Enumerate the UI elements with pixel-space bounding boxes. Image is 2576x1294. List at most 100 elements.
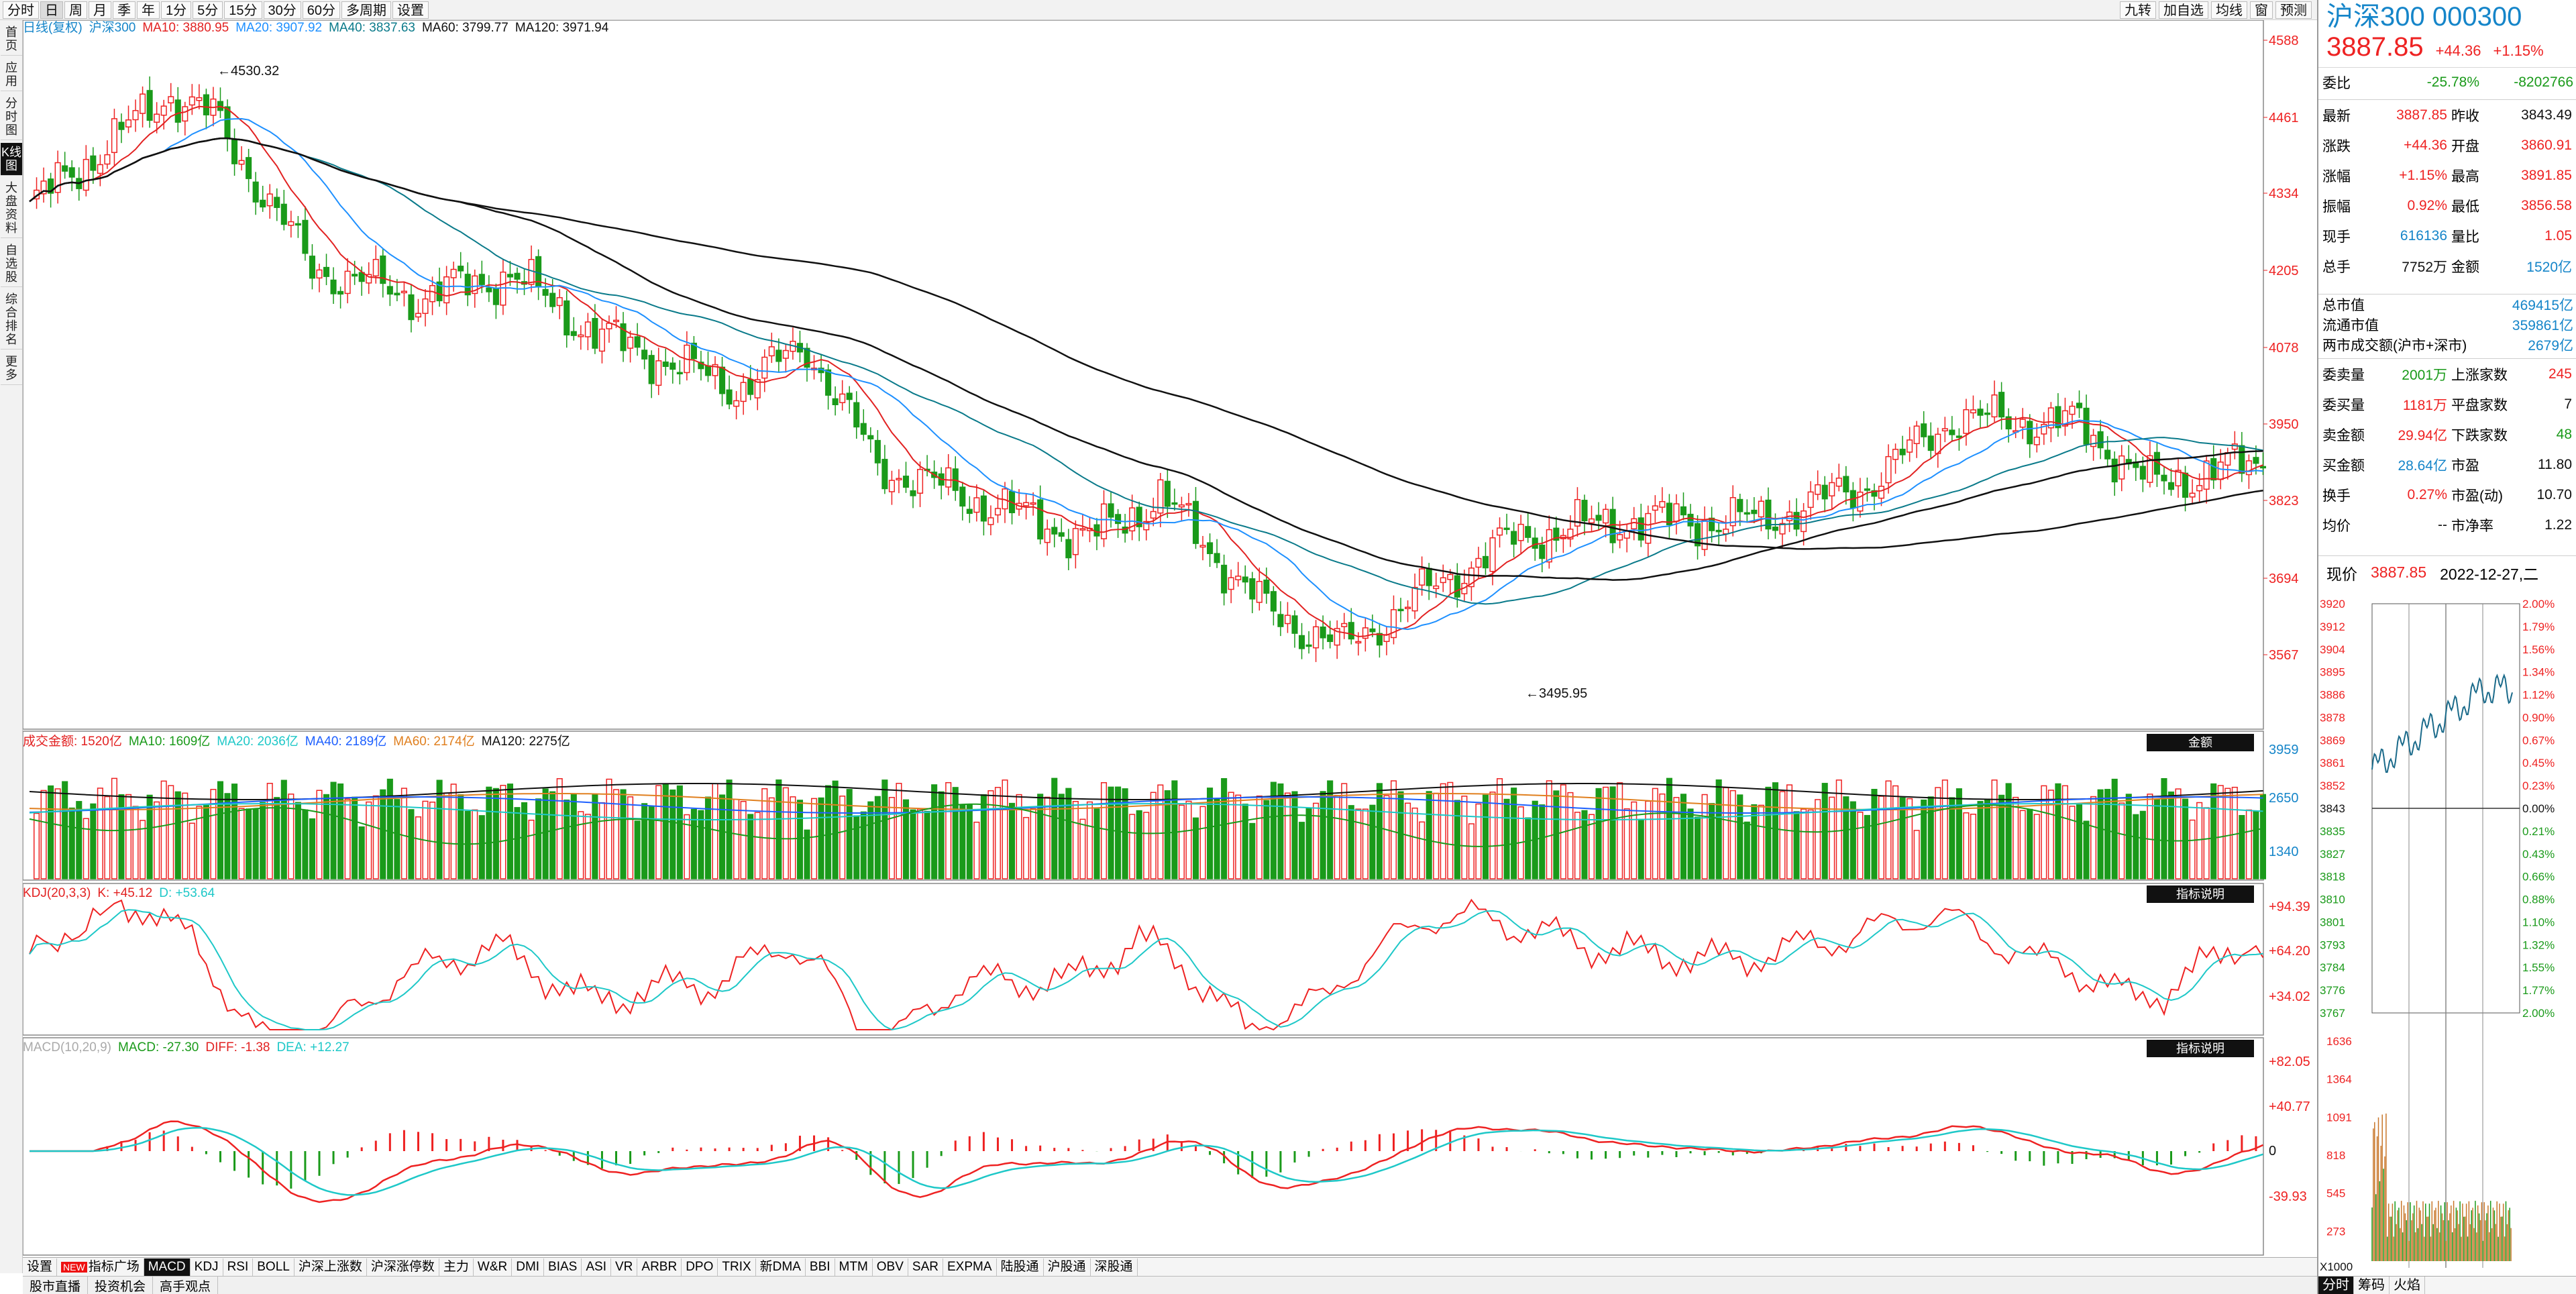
candle-body [747, 378, 754, 395]
candle-body [2182, 472, 2189, 498]
volume-bar [1002, 779, 1008, 879]
rail-item-0[interactable]: 首页 [1, 23, 22, 56]
intraday-mini-chart[interactable]: 3920 2.00% 3912 1.79% 3904 1.56% 3895 1.34% 3886… [2318, 597, 2576, 1275]
status-item-2[interactable]: 高手观点 [153, 1276, 219, 1294]
candle-body [1743, 512, 1750, 515]
quote-label: 涨幅 [2322, 168, 2351, 184]
right-tab-1[interactable]: 筹码 [2354, 1277, 2390, 1294]
status-item-0[interactable]: 股市直播 [23, 1276, 89, 1294]
candle-body [1433, 585, 1440, 590]
indicator-tab-13[interactable]: VR [611, 1258, 638, 1276]
candle-body [1228, 577, 1234, 590]
quote-value: 3887.85 [2396, 107, 2447, 123]
candle-body [1284, 614, 1291, 625]
candle-body [1695, 523, 1701, 547]
period-btn-6[interactable]: 1分 [161, 1, 192, 19]
volume-bar [189, 822, 195, 879]
kdj-info-tag[interactable]: 指标说明 [2147, 885, 2254, 903]
toolbar-right-btn-0[interactable]: 九转 [2120, 1, 2156, 19]
volume-bar [386, 778, 393, 879]
candle-body [1941, 428, 1948, 431]
indicator-tab-6[interactable]: 沪深上涨数 [294, 1258, 367, 1276]
indicator-tab-4[interactable]: RSI [223, 1258, 254, 1276]
volume-bar [337, 783, 344, 879]
rail-item-1[interactable]: 应用 [1, 58, 22, 91]
volume-bar [492, 788, 499, 879]
kdj-k-line [29, 898, 2264, 1031]
mini-pct-label: 1.10% [2522, 916, 2555, 928]
candle-body [125, 119, 132, 127]
period-btn-7[interactable]: 5分 [193, 1, 223, 19]
period-btn-1[interactable]: 日 [40, 1, 63, 19]
candle-body [203, 94, 209, 115]
candle-body [1051, 527, 1058, 535]
quote-value: +44.36 [2404, 137, 2447, 153]
kline-chart-panel[interactable]: 4588 4461 4334 4205 4078 3950 3823 3694 3567 ←453… [23, 20, 2314, 1273]
volume-bar [366, 801, 372, 879]
rail-item-7[interactable]: 更多 [1, 352, 22, 385]
indicator-tab-2[interactable]: MACD [144, 1258, 191, 1276]
macd-info-tag[interactable]: 指标说明 [2147, 1040, 2254, 1057]
period-btn-10[interactable]: 60分 [302, 1, 340, 19]
indicator-tab-8[interactable]: 主力 [439, 1258, 474, 1276]
indicator-tab-19[interactable]: MTM [835, 1258, 873, 1276]
indicator-tab-5[interactable]: BOLL [253, 1258, 294, 1276]
indicator-tab-16[interactable]: TRIX [718, 1258, 756, 1276]
indicator-tab-23[interactable]: 陆股通 [997, 1258, 1044, 1276]
right-tabs: 分时 筹码 火焰 [2318, 1276, 2576, 1294]
indicator-tab-14[interactable]: ARBR [637, 1258, 682, 1276]
indicator-tab-10[interactable]: DMI [512, 1258, 545, 1276]
quote-label: 下跌家数 [2451, 427, 2508, 443]
indicator-tab-18[interactable]: BBI [806, 1258, 835, 1276]
rail-item-3[interactable]: K线图 [1, 143, 22, 176]
rail-item-5[interactable]: 自选股 [1, 241, 22, 287]
volume-bar [1214, 798, 1220, 879]
toolbar-right-btn-2[interactable]: 均线 [2211, 1, 2247, 19]
volume-bar [1221, 777, 1228, 879]
volume-bar [1482, 794, 1489, 879]
toolbar-right-btn-4[interactable]: 预测 [2275, 1, 2312, 19]
candle-body [1835, 478, 1842, 487]
volume-tag[interactable]: 金额 [2147, 734, 2254, 751]
right-tab-0[interactable]: 分时 [2318, 1277, 2354, 1294]
period-btn-2[interactable]: 周 [64, 1, 87, 19]
quote-value: 29.94亿 [2398, 427, 2447, 443]
volume-bar [584, 814, 591, 879]
indicator-tab-0[interactable]: 设置 [23, 1258, 58, 1276]
candle-body [1857, 491, 1864, 512]
toolbar-right-btn-1[interactable]: 加自选 [2159, 1, 2208, 19]
indicator-tab-12[interactable]: ASI [582, 1258, 611, 1276]
indicator-tab-9[interactable]: W&R [474, 1258, 513, 1276]
indicator-tab-7[interactable]: 沪深涨停数 [367, 1258, 439, 1276]
candle-body [2076, 402, 2083, 409]
rail-item-4[interactable]: 大盘资料 [1, 178, 22, 238]
indicator-tab-21[interactable]: SAR [908, 1258, 943, 1276]
indicator-tab-24[interactable]: 沪股通 [1044, 1258, 1091, 1276]
indicator-tab-25[interactable]: 深股通 [1091, 1258, 1138, 1276]
indicator-tab-20[interactable]: OBV [873, 1258, 908, 1276]
period-btn-8[interactable]: 15分 [224, 1, 262, 19]
indicator-tab-3[interactable]: KDJ [191, 1258, 223, 1276]
indicator-tab-17[interactable]: 新DMA [756, 1258, 806, 1276]
period-btn-3[interactable]: 月 [89, 1, 111, 19]
period-btn-0[interactable]: 分时 [3, 1, 39, 19]
rail-item-6[interactable]: 综合排名 [1, 290, 22, 349]
status-item-1[interactable]: 投资机会 [88, 1276, 154, 1294]
period-btn-4[interactable]: 季 [113, 1, 136, 19]
indicator-tab-label: RSI [227, 1259, 249, 1274]
period-btn-9[interactable]: 30分 [263, 1, 301, 19]
period-btn-11[interactable]: 多周期 [341, 1, 391, 19]
right-tab-2[interactable]: 火焰 [2390, 1277, 2425, 1294]
indicator-tab-11[interactable]: BIAS [544, 1258, 582, 1276]
indicator-tab-15[interactable]: DPO [682, 1258, 718, 1276]
indicator-tab-22[interactable]: EXPMA [943, 1258, 997, 1276]
indicator-tab-1[interactable]: NEW 指标广场 [57, 1258, 144, 1276]
period-btn-5[interactable]: 年 [137, 1, 160, 19]
kline-chart-svg[interactable]: 4588 4461 4334 4205 4078 3950 3823 3694 3567 ←453… [23, 20, 2314, 1273]
toolbar-right-btn-3[interactable]: 窗 [2250, 1, 2273, 19]
quote-value: 11.80 [2538, 456, 2572, 472]
rail-item-2[interactable]: 分时图 [1, 94, 22, 140]
volume-bar [1885, 780, 1892, 879]
candle-body [1701, 520, 1708, 550]
period-btn-12[interactable]: 设置 [392, 1, 429, 19]
